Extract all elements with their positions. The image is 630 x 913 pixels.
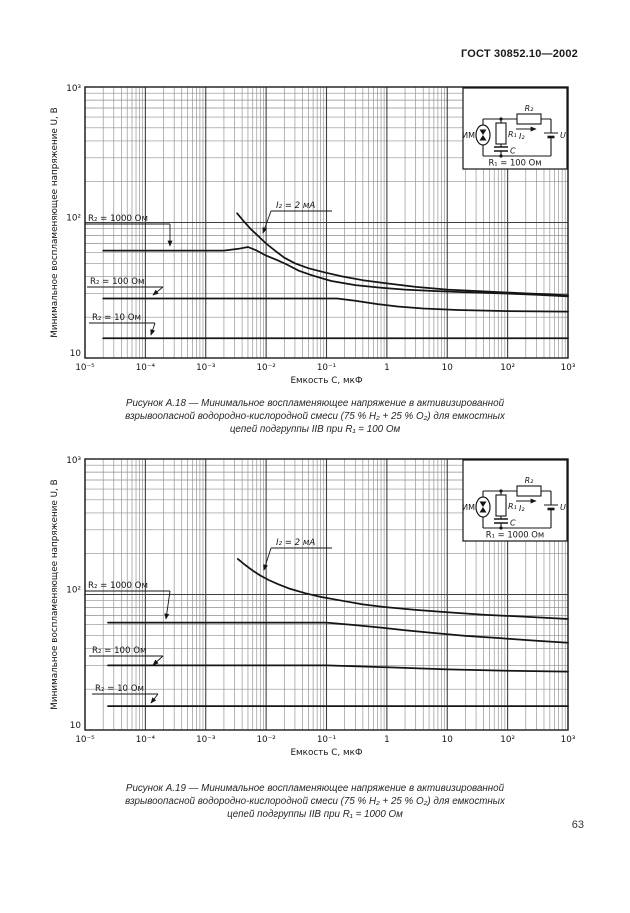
caption-line: Рисунок А.18 — Минимальное воспламеняюще… xyxy=(125,398,505,409)
curves xyxy=(107,558,569,707)
inset-label-u: U xyxy=(560,503,566,512)
inset-label-r1: R₁ xyxy=(508,502,517,511)
y-tick-label: 10³ xyxy=(66,456,81,466)
curve-i2-2ma xyxy=(236,558,569,620)
caption-line: цепей подгруппы IIВ при R₁ = 100 Ом xyxy=(229,424,401,435)
inset-label-r1: R₁ xyxy=(508,130,517,139)
figure-a18-plot: I₂ = 2 мА R₂ = 1000 Ом R₂ = 100 Ом R₂ = 10 … xyxy=(50,84,576,386)
curve-label: R₂ = 1000 Ом xyxy=(88,214,148,224)
x-tick-label: 10⁻² xyxy=(256,363,275,373)
y-axis-title: Минимальное воспламеняющее напряжение U,… xyxy=(50,479,60,709)
page-number: 63 xyxy=(571,819,584,831)
inset-caption: R₁ = 1000 Ом xyxy=(486,530,544,540)
curve-r2-1000 xyxy=(102,246,569,298)
figure-caption-a19: Рисунок А.19 — Минимальное воспламеняюще… xyxy=(50,782,580,821)
capacitor-symbol xyxy=(494,518,508,524)
resistor-r2-box xyxy=(516,113,542,125)
x-tick-label: 10 xyxy=(442,363,454,373)
caption-line: Рисунок А.19 — Минимальное воспламеняюще… xyxy=(125,783,505,794)
curve-label: R₂ = 10 Ом xyxy=(92,313,141,323)
y-tick-label: 10² xyxy=(66,214,81,224)
inset-label-c: C xyxy=(510,147,516,156)
inset-label-im: ИМ xyxy=(462,131,475,140)
plot-border xyxy=(84,458,569,731)
curve-label: I₂ = 2 мА xyxy=(276,538,315,548)
curve-label-leader xyxy=(263,547,272,571)
curve-label: R₂ = 100 Ом xyxy=(92,646,146,656)
curve-label: I₂ = 2 мА xyxy=(276,201,315,211)
caption-line: цепей подгруппы IIВ при R₁ = 1000 Ом xyxy=(227,809,403,820)
inset-label-r2: R₂ xyxy=(525,104,535,113)
curves xyxy=(102,212,569,340)
x-tick-label: 10⁻⁵ xyxy=(75,735,95,745)
curve-i2-2ma xyxy=(236,212,569,297)
curve-labels: I₂ = 2 мА R₂ = 1000 Ом R₂ = 100 Ом R₂ = 10 … xyxy=(85,538,332,704)
junction-dot xyxy=(499,154,503,158)
junction-dot xyxy=(499,526,503,530)
curve-label: R₂ = 10 Ом xyxy=(95,684,144,694)
y-tick-label: 10 xyxy=(70,349,82,359)
x-tick-label: 10³ xyxy=(561,735,576,745)
x-tick-label: 10⁻⁴ xyxy=(136,363,156,373)
tick-labels: 10⁻⁵ 10⁻⁴ 10⁻³ 10⁻² 10⁻¹ 1 10 10² 10³ 10 10² 10³ xyxy=(66,456,576,745)
x-axis-title: Емкость С, мкФ xyxy=(290,376,363,386)
junction-dot xyxy=(499,489,503,493)
inset-label-r2: R₂ xyxy=(525,476,535,485)
x-tick-label: 10⁻³ xyxy=(196,363,216,373)
spark-gap-electrodes xyxy=(479,129,487,141)
x-axis-title: Емкость С, мкФ xyxy=(290,748,363,758)
curve-label-leader xyxy=(150,693,159,704)
curve-label: R₂ = 1000 Ом xyxy=(88,581,148,591)
x-tick-label: 10² xyxy=(500,363,515,373)
x-tick-label: 10⁻² xyxy=(256,735,275,745)
y-tick-label: 10³ xyxy=(66,84,81,94)
resistor-r2-box xyxy=(516,485,542,497)
caption-line: взрывоопасной водородно-кислородной смес… xyxy=(125,796,505,807)
x-tick-label: 10⁻¹ xyxy=(317,363,337,373)
x-tick-label: 10⁻⁴ xyxy=(136,735,156,745)
inset-circuit: R₂ R₁ ИМ C U I₂ R₁ = 100 Ом xyxy=(462,87,568,170)
inset-label-u: U xyxy=(560,131,566,140)
curve-label-leader xyxy=(150,322,156,336)
curve-labels: I₂ = 2 мА R₂ = 1000 Ом R₂ = 100 Ом R₂ = 10 … xyxy=(85,201,332,336)
x-tick-label: 10⁻⁵ xyxy=(75,363,95,373)
spark-gap-electrodes xyxy=(479,501,487,513)
y-tick-label: 10² xyxy=(66,586,81,596)
plot-border xyxy=(84,86,569,359)
inset-label-im: ИМ xyxy=(462,503,475,512)
x-tick-label: 1 xyxy=(384,363,390,373)
x-tick-label: 10³ xyxy=(561,363,576,373)
inset-label-i2: I₂ xyxy=(519,132,525,141)
junction-dot xyxy=(499,117,503,121)
x-tick-label: 10⁻³ xyxy=(196,735,216,745)
figure-caption-a18: Рисунок А.18 — Минимальное воспламеняюще… xyxy=(50,397,580,436)
curve-r2-1000 xyxy=(107,621,569,644)
x-tick-label: 10 xyxy=(442,735,454,745)
inset-label-c: C xyxy=(510,519,516,528)
curve-r2-100 xyxy=(102,297,569,313)
curve-label-leader xyxy=(152,655,164,666)
x-tick-label: 10² xyxy=(500,735,515,745)
y-tick-label: 10 xyxy=(70,721,82,731)
y-axis-title: Минимальное воспламеняющее напряжение U,… xyxy=(50,107,60,337)
curve-label-leader xyxy=(262,210,272,234)
inset-circuit: R₂ R₁ ИМ C U I₂ R₁ = 1000 Ом xyxy=(462,459,568,542)
caption-line: взрывоопасной водородно-кислородной смес… xyxy=(125,411,505,422)
inset-label-i2: I₂ xyxy=(519,504,525,513)
resistor-r1-box xyxy=(495,122,507,145)
inset-caption: R₁ = 100 Ом xyxy=(488,158,541,168)
document-header: ГОСТ 30852.10—2002 xyxy=(460,48,578,60)
x-tick-label: 1 xyxy=(384,735,390,745)
x-tick-label: 10⁻¹ xyxy=(317,735,337,745)
curve-label-leader xyxy=(164,590,171,620)
resistor-r1-box xyxy=(495,494,507,517)
tick-labels: 10⁻⁵ 10⁻⁴ 10⁻³ 10⁻² 10⁻¹ 1 10 10² 10³ 10 10² 10³ xyxy=(66,84,576,373)
curve-r2-100 xyxy=(107,664,569,673)
capacitor-symbol xyxy=(494,146,508,152)
curve-label: R₂ = 100 Ом xyxy=(90,277,144,287)
curve-label-leader xyxy=(152,286,164,296)
figure-a19-plot: I₂ = 2 мА R₂ = 1000 Ом R₂ = 100 Ом R₂ = 10 … xyxy=(50,456,576,758)
